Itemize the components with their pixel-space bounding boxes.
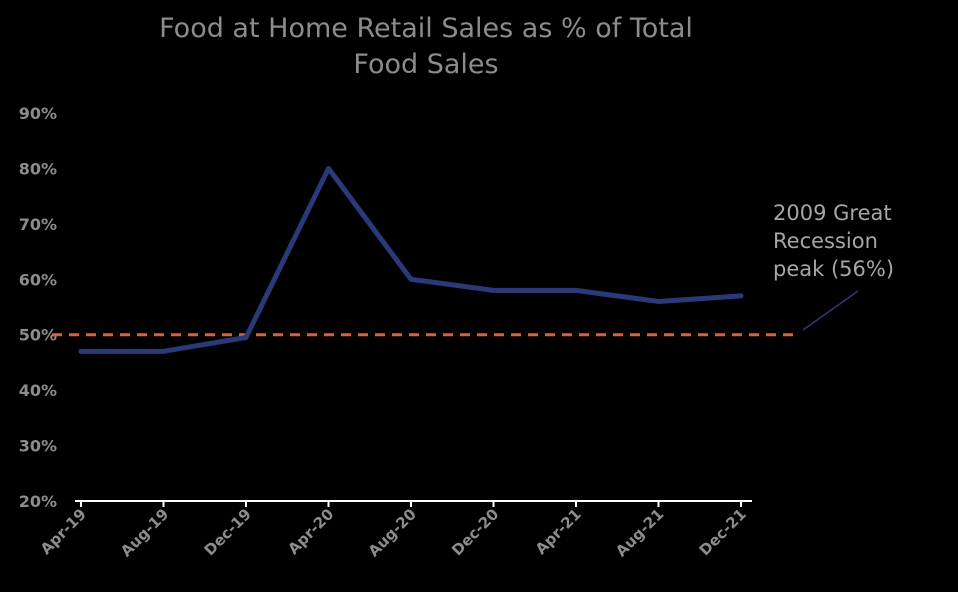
y-tick-label: 20%: [19, 492, 57, 511]
y-tick-label: 30%: [19, 437, 57, 456]
x-tick-label: Aug-19: [117, 505, 172, 560]
y-tick-label: 60%: [19, 270, 57, 289]
chart-title-line-1: Food at Home Retail Sales as % of Total: [159, 13, 693, 44]
y-tick-label: 70%: [19, 215, 57, 234]
x-tick-label: Aug-20: [365, 505, 420, 560]
annotation-line: Recession: [773, 229, 878, 253]
y-tick-label: 90%: [19, 104, 57, 123]
annotation-line: peak (56%): [773, 257, 894, 281]
x-tick-label: Dec-19: [201, 505, 255, 559]
series-line: [78, 165, 744, 354]
chart-title-line-2: Food Sales: [353, 49, 499, 80]
y-axis-ticks: 20% 30% 40% 50% 60% 70% 80% 90%: [19, 104, 57, 511]
x-tick-label: Aug-21: [612, 505, 667, 560]
y-tick-label: 80%: [19, 159, 57, 178]
annotation-recession-peak: 2009 Great Recession peak (56%): [773, 201, 894, 281]
x-tick-label: Apr-20: [284, 505, 337, 558]
annotation-connector: [802, 290, 859, 331]
x-tick-label: Apr-21: [532, 505, 585, 558]
y-tick-label: 40%: [19, 381, 57, 400]
x-axis-tickmarks: [80, 501, 742, 507]
annotation-line: 2009 Great: [773, 201, 892, 225]
x-tick-label: Apr-19: [37, 505, 90, 558]
x-axis-ticks: Apr-19 Aug-19 Dec-19 Apr-20 Aug-20 Dec-20 Apr-…: [37, 505, 750, 560]
x-tick-label: Dec-21: [696, 505, 750, 559]
y-tick-label: 50%: [19, 326, 57, 345]
x-tick-label: Dec-20: [448, 505, 502, 559]
